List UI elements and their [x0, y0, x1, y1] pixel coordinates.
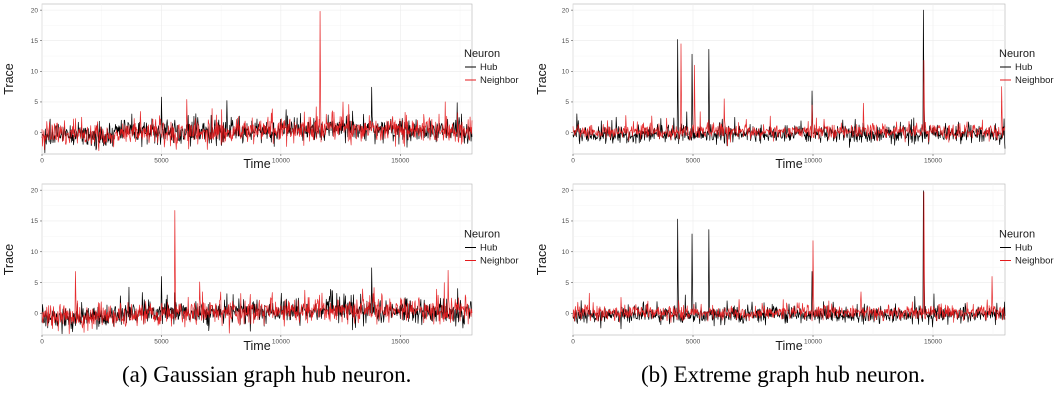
legend-label-hub: Hub	[480, 62, 497, 73]
legend-label-hub: Hub	[1015, 62, 1032, 73]
chart-gaussian-bottom-svg: 0 5000 10000 15000 0 5 10 15 20 Time Trace Neuron Hu…	[2, 183, 519, 353]
x-tick-label: 10000	[272, 158, 290, 165]
y-tick-label: 10	[31, 69, 39, 76]
legend-title: Neuron	[464, 229, 500, 241]
caption-gaussian: (a) Gaussian graph hub neuron.	[122, 362, 412, 387]
y-tick-label: 15	[31, 218, 39, 225]
y-tick-label: 0	[565, 130, 569, 137]
x-tick-label: 15000	[391, 339, 409, 346]
series-line-neighbor	[41, 11, 473, 152]
x-tick-label: 5000	[686, 339, 701, 346]
y-tick-label: 5	[565, 99, 569, 106]
y-tick-label: 5	[34, 280, 38, 287]
y-tick-label: 0	[34, 311, 38, 318]
series-line-neighbor	[572, 43, 1006, 147]
x-tick-label: 15000	[924, 158, 942, 165]
y-tick-label: 20	[562, 187, 570, 194]
x-tick-label: 15000	[924, 339, 942, 346]
legend-label-neighbor: Neighbor	[480, 75, 519, 86]
y-tick-label: 15	[562, 38, 570, 45]
caption-extreme: (b) Extreme graph hub neuron.	[641, 362, 926, 387]
x-tick-label: 0	[40, 158, 44, 165]
legend-label-hub: Hub	[480, 243, 497, 254]
x-axis-title: Time	[775, 339, 802, 353]
y-tick-label: 20	[562, 7, 570, 14]
y-tick-label: 10	[562, 249, 570, 256]
chart-extreme-bottom: 0 5000 10000 15000 0 5 10 15 20 Time Trace Neuron Hu…	[533, 178, 1060, 356]
y-tick-label: 0	[34, 130, 38, 137]
x-tick-label: 0	[40, 339, 44, 346]
chart-extreme-top: 0 5000 10000 15000 0 5 10 15 20 Time Trace Neuron Hu…	[533, 0, 1060, 178]
y-tick-label: 15	[562, 218, 570, 225]
legend-title: Neuron	[999, 229, 1035, 241]
x-tick-label: 10000	[272, 339, 290, 346]
legend-label-hub: Hub	[1015, 243, 1032, 254]
x-tick-label: 5000	[154, 339, 169, 346]
series-line-hub	[41, 267, 473, 335]
x-axis-title: Time	[775, 157, 802, 171]
series-line-hub	[572, 9, 1006, 149]
legend-label-neighbor: Neighbor	[1015, 256, 1054, 267]
legend-title: Neuron	[464, 48, 500, 60]
chart-gaussian-top: 0 5000 10000 15000 0 5 10 15 20 Time Trace Neuron Hu…	[0, 0, 530, 178]
legend-label-neighbor: Neighbor	[1015, 75, 1054, 86]
y-axis-title: Trace	[2, 244, 16, 276]
y-tick-label: 5	[34, 99, 38, 106]
series-line-hub	[572, 190, 1006, 330]
x-tick-label: 10000	[804, 339, 822, 346]
chart-gaussian-bottom: 0 5000 10000 15000 0 5 10 15 20 Time Trace Neuron Hu…	[0, 178, 530, 356]
chart-extreme-top-svg: 0 5000 10000 15000 0 5 10 15 20 Time Trace Neuron Hu…	[535, 3, 1054, 171]
x-tick-label: 5000	[154, 158, 169, 165]
y-axis-title: Trace	[535, 244, 549, 276]
x-tick-label: 5000	[686, 158, 701, 165]
y-axis-title: Trace	[2, 63, 16, 95]
x-tick-label: 15000	[391, 158, 409, 165]
y-tick-label: 20	[31, 187, 39, 194]
chart-gaussian-top-svg: 0 5000 10000 15000 0 5 10 15 20 Time Trace Neuron Hu…	[2, 3, 519, 171]
series-line-neighbor	[41, 210, 473, 335]
x-axis-title: Time	[243, 157, 270, 171]
y-tick-label: 15	[31, 38, 39, 45]
y-tick-label: 0	[565, 311, 569, 318]
y-tick-label: 10	[31, 249, 39, 256]
y-tick-label: 5	[565, 280, 569, 287]
chart-extreme-bottom-svg: 0 5000 10000 15000 0 5 10 15 20 Time Trace Neuron Hu…	[535, 183, 1054, 353]
x-tick-label: 10000	[804, 158, 822, 165]
legend-label-neighbor: Neighbor	[480, 256, 519, 267]
legend-title: Neuron	[999, 48, 1035, 60]
series-line-neighbor	[572, 191, 1006, 323]
y-tick-label: 20	[31, 7, 39, 14]
x-tick-label: 0	[571, 158, 575, 165]
y-axis-title: Trace	[535, 63, 549, 95]
x-axis-title: Time	[243, 339, 270, 353]
y-tick-label: 10	[562, 69, 570, 76]
x-tick-label: 0	[571, 339, 575, 346]
